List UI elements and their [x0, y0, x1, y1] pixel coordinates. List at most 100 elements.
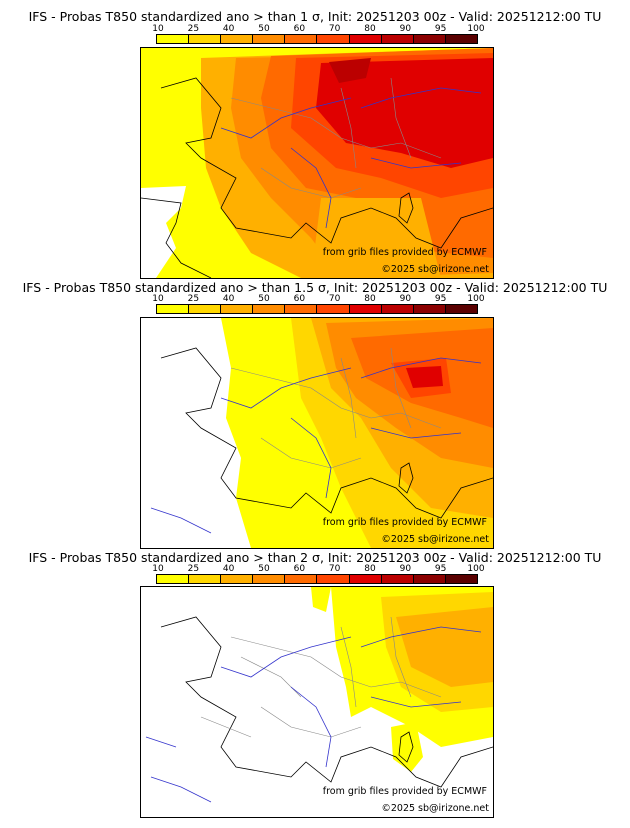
colorbar-segment [285, 575, 318, 583]
colorbar-segment [349, 35, 382, 43]
colorbar-tick-label: 25 [187, 24, 200, 34]
panel-3-map: from grib files provided by ECMWF ©2025 … [140, 586, 494, 818]
colorbar-tick-label: 70 [328, 564, 341, 574]
panel-3-colorbar-ticks: 10 25 40 50 60 70 80 90 95 100 [152, 564, 484, 574]
rivers [150, 357, 482, 534]
panel-3-title: IFS - Probas T850 standardized ano > tha… [28, 550, 602, 565]
borders [230, 347, 442, 469]
field-p40 [396, 607, 493, 687]
field-p10-north [311, 587, 331, 612]
colorbar-segment [445, 575, 477, 583]
colorbar-segment [445, 35, 477, 43]
colorbar-tick-label: 70 [328, 24, 341, 34]
colorbar-tick-label: 50 [258, 294, 270, 304]
colorbar-segment [189, 305, 222, 313]
field-p80 [316, 58, 493, 168]
colorbar-tick-label: 90 [399, 564, 412, 574]
colorbar-tick-label: 50 [258, 24, 270, 34]
colorbar-tick-label: 60 [293, 24, 306, 34]
panel-1-credit-copyright: ©2025 sb@irizone.net [381, 264, 489, 275]
colorbar-segment [349, 575, 382, 583]
panel-1-credit-source: from grib files provided by ECMWF [322, 247, 487, 258]
coast-iberia [141, 197, 212, 278]
borders [230, 77, 442, 199]
sea-atlantic [141, 186, 186, 278]
colorbar-segment [381, 35, 414, 43]
colorbar-segment [413, 35, 446, 43]
colorbar-tick-label: 95 [434, 24, 447, 34]
colorbar-segment [189, 575, 222, 583]
colorbar-tick-label: 60 [293, 294, 306, 304]
colorbar-segment [381, 575, 414, 583]
panel-2-colorbar-ticks: 10 25 40 50 60 70 80 90 95 100 [152, 294, 484, 304]
coast-corsica [398, 462, 414, 494]
colorbar-segment [317, 35, 350, 43]
panel-2-title: IFS - Probas T850 standardized ano > tha… [22, 280, 608, 295]
colorbar-segment [253, 575, 286, 583]
colorbar-segment [157, 575, 190, 583]
colorbar-segment [413, 305, 446, 313]
colorbar-tick-label: 40 [222, 24, 235, 34]
colorbar-tick-label: 80 [364, 24, 376, 34]
colorbar-tick-label: 90 [399, 24, 412, 34]
panel-2-credit-copyright: ©2025 sb@irizone.net [381, 534, 489, 545]
panel-1-colorbar-ticks: 10 25 40 50 60 70 80 90 95 100 [152, 24, 484, 34]
colorbar-tick-label: 80 [364, 564, 376, 574]
panel-3-credit-copyright: ©2025 sb@irizone.net [381, 803, 489, 814]
coast-outline [160, 77, 493, 249]
coast-corsica [398, 192, 414, 224]
rivers [220, 87, 482, 229]
colorbar-tick-label: 40 [222, 564, 235, 574]
field-p80 [406, 366, 443, 388]
colorbar-tick-label: 50 [258, 564, 270, 574]
colorbar-segment [189, 35, 222, 43]
colorbar-tick-label: 25 [187, 564, 200, 574]
colorbar-tick-label: 40 [222, 294, 235, 304]
colorbar-segment [317, 575, 350, 583]
field-p90 [329, 58, 371, 83]
colorbar-tick-label: 80 [364, 294, 376, 304]
borders [200, 616, 442, 738]
panel-3-map-svg [141, 587, 493, 817]
colorbar-tick-label: 70 [328, 294, 341, 304]
colorbar-tick-label: 60 [293, 564, 306, 574]
colorbar-tick-label: 10 [152, 294, 164, 304]
panel-3-credit-source: from grib files provided by ECMWF [322, 786, 487, 797]
colorbar-segment [221, 35, 254, 43]
panel-2-map-svg [141, 318, 493, 548]
colorbar-tick-label: 95 [434, 564, 447, 574]
panel-3-colorbar [156, 574, 478, 584]
colorbar-segment [413, 575, 446, 583]
rivers [145, 626, 482, 803]
colorbar-segment [445, 305, 477, 313]
colorbar-segment [221, 305, 254, 313]
coast-outline [160, 347, 493, 519]
colorbar-segment [349, 305, 382, 313]
panel-1-map: from grib files provided by ECMWF ©2025 … [140, 47, 494, 279]
colorbar-segment [157, 305, 190, 313]
colorbar-tick-label: 100 [467, 294, 485, 304]
colorbar-segment [285, 35, 318, 43]
colorbar-segment [285, 305, 318, 313]
panel-2-map: from grib files provided by ECMWF ©2025 … [140, 317, 494, 549]
coast-corsica [398, 731, 414, 763]
colorbar-segment [253, 305, 286, 313]
colorbar-segment [221, 575, 254, 583]
colorbar-tick-label: 90 [399, 294, 412, 304]
colorbar-tick-label: 25 [187, 294, 200, 304]
field-p80-south [311, 198, 441, 278]
colorbar-segment [157, 35, 190, 43]
panel-1-colorbar [156, 34, 478, 44]
colorbar-tick-label: 95 [434, 294, 447, 304]
colorbar-segment [381, 305, 414, 313]
colorbar-tick-label: 100 [467, 564, 485, 574]
colorbar-tick-label: 10 [152, 24, 164, 34]
panel-2-colorbar [156, 304, 478, 314]
colorbar-tick-label: 100 [467, 24, 485, 34]
panel-1-map-svg [141, 48, 493, 278]
panel-1-title: IFS - Probas T850 standardized ano > tha… [28, 9, 602, 24]
panel-2-credit-source: from grib files provided by ECMWF [322, 517, 487, 528]
colorbar-segment [253, 35, 286, 43]
coast-outline [160, 616, 493, 788]
colorbar-segment [317, 305, 350, 313]
